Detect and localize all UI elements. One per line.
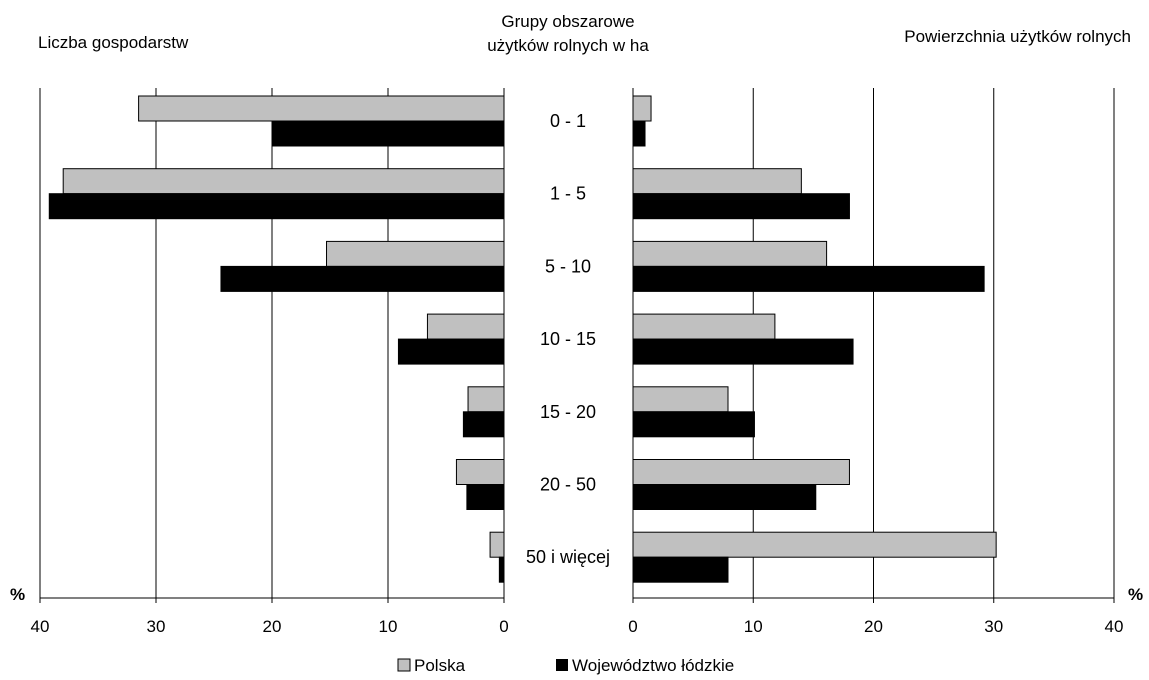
bar-p0-s1-c3 xyxy=(397,338,505,365)
bar-p0-s0-c1 xyxy=(62,168,505,195)
bar-p0-s1-c2 xyxy=(220,265,505,292)
bar-p0-s1-c0 xyxy=(271,120,505,147)
bars xyxy=(48,95,997,583)
bar-p0-s1-c5 xyxy=(466,484,505,510)
bar-p1-s0-c3 xyxy=(632,313,776,340)
category-label-5: 20 - 50 xyxy=(540,475,596,495)
bar-p0-s1-c1 xyxy=(48,193,505,220)
tick-label-p1-4: 40 xyxy=(1105,617,1124,636)
category-label-2: 5 - 10 xyxy=(545,256,591,276)
bar-p0-s0-c0 xyxy=(138,95,505,122)
labels: Liczba gospodarstw Powierzchnia użytków … xyxy=(10,12,1143,636)
legend-swatch-polska xyxy=(397,658,411,672)
left-unit-label: % xyxy=(10,585,25,604)
category-label-4: 15 - 20 xyxy=(540,402,596,422)
bar-p1-s0-c2 xyxy=(632,240,828,267)
tick-label-p1-1: 10 xyxy=(744,617,763,636)
bar-p0-s0-c6 xyxy=(489,531,505,558)
legend: Polska Województwo łódzkie xyxy=(397,656,734,675)
tick-label-p0-0: 0 xyxy=(499,617,508,636)
bar-p1-s1-c4 xyxy=(632,411,755,438)
tick-label-p1-0: 0 xyxy=(628,617,637,636)
left-panel-title: Liczba gospodarstw xyxy=(38,33,189,52)
bar-p0-s0-c2 xyxy=(326,240,505,267)
tick-label-p1-3: 30 xyxy=(984,617,1003,636)
tick-label-p0-3: 30 xyxy=(147,617,166,636)
bar-p1-s0-c6 xyxy=(632,531,997,558)
center-title-line-2: użytków rolnych w ha xyxy=(487,36,649,55)
tick-label-p1-2: 20 xyxy=(864,617,883,636)
legend-label-lodzkie: Województwo łódzkie xyxy=(572,656,734,675)
bar-p1-s1-c2 xyxy=(632,265,985,292)
bar-p1-s1-c3 xyxy=(632,338,854,365)
right-unit-label: % xyxy=(1128,585,1143,604)
legend-swatch-lodzkie xyxy=(556,659,568,671)
tick-label-p0-2: 20 xyxy=(263,617,282,636)
legend-label-polska: Polska xyxy=(414,656,466,675)
category-label-3: 10 - 15 xyxy=(540,329,596,349)
bar-p1-s0-c5 xyxy=(632,459,850,485)
category-label-6: 50 i więcej xyxy=(526,547,610,567)
category-label-0: 0 - 1 xyxy=(550,111,586,131)
bar-p1-s1-c1 xyxy=(632,193,850,220)
bar-p1-s0-c0 xyxy=(632,95,652,122)
bar-p1-s1-c0 xyxy=(632,120,646,147)
bar-p1-s1-c6 xyxy=(632,556,729,583)
bar-p0-s0-c3 xyxy=(426,313,505,340)
bar-p0-s1-c4 xyxy=(462,411,505,438)
tick-label-p0-4: 40 xyxy=(31,617,50,636)
axes xyxy=(39,88,1115,603)
right-panel-title: Powierzchnia użytków rolnych xyxy=(904,27,1131,46)
bar-p0-s0-c4 xyxy=(467,386,505,413)
category-label-1: 1 - 5 xyxy=(550,184,586,204)
center-title-line-1: Grupy obszarowe xyxy=(501,12,634,31)
bar-p0-s1-c6 xyxy=(498,556,505,583)
bar-p1-s0-c4 xyxy=(632,386,729,413)
bar-p1-s0-c1 xyxy=(632,168,802,195)
bar-p0-s0-c5 xyxy=(455,459,505,485)
bar-p1-s1-c5 xyxy=(632,484,817,510)
tick-label-p0-1: 10 xyxy=(379,617,398,636)
